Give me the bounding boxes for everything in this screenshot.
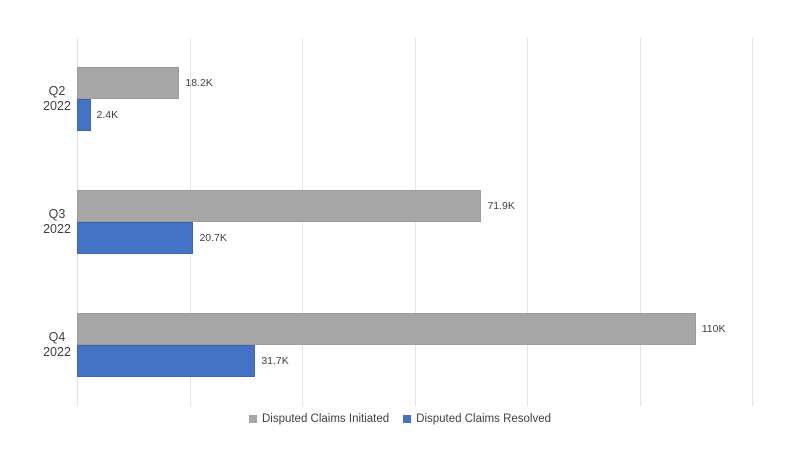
legend-swatch-icon [248, 415, 257, 423]
legend-item-disputed-claims-resolved: Disputed Claims Resolved [403, 413, 551, 425]
plot-area: 18.2K 2.4K 71.9K 20.7K 110K 31.7K [77, 38, 753, 406]
category-label-q3-2022: Q3 2022 [30, 207, 84, 237]
bar-disputed-claims-initiated-q3-2022 [77, 190, 482, 222]
legend-label: Disputed Claims Initiated [261, 413, 390, 425]
legend-swatch-icon [403, 415, 412, 423]
category-label-line: Q2 [48, 84, 66, 99]
category-label-q2-2022: Q2 2022 [30, 84, 84, 114]
bar-disputed-claims-initiated-q2-2022 [77, 67, 180, 100]
bar-value-label: 31.7K [261, 354, 289, 367]
bar-value-label: 18.2K [185, 77, 213, 90]
bar-disputed-claims-resolved-q2-2022 [77, 99, 91, 132]
legend-item-disputed-claims-initiated: Disputed Claims Initiated [248, 413, 390, 425]
category-label-line: Q4 [48, 329, 66, 344]
bar-value-label: 2.4K [96, 109, 119, 122]
category-label-line: Q3 [48, 207, 66, 221]
bar-value-label: 71.9K [487, 200, 515, 212]
gridline [752, 38, 753, 406]
bar-disputed-claims-resolved-q3-2022 [77, 222, 194, 254]
legend-label: Disputed Claims Resolved [416, 413, 552, 425]
category-label-line: 2022 [43, 344, 71, 359]
gridline [302, 38, 303, 406]
gridline [639, 38, 641, 406]
bar-value-label: 110K [701, 322, 726, 335]
category-label-line: 2022 [43, 99, 71, 114]
bar-disputed-claims-resolved-q4-2022 [77, 344, 256, 377]
chart-legend: Disputed Claims Initiated Disputed Claims… [0, 411, 800, 427]
gridline [527, 38, 528, 406]
category-label-q4-2022: Q4 2022 [30, 330, 84, 360]
category-label-line: 2022 [43, 222, 71, 236]
bar-disputed-claims-initiated-q4-2022 [77, 312, 696, 345]
bar-value-label: 20.7K [199, 232, 227, 244]
gridline [414, 38, 416, 406]
